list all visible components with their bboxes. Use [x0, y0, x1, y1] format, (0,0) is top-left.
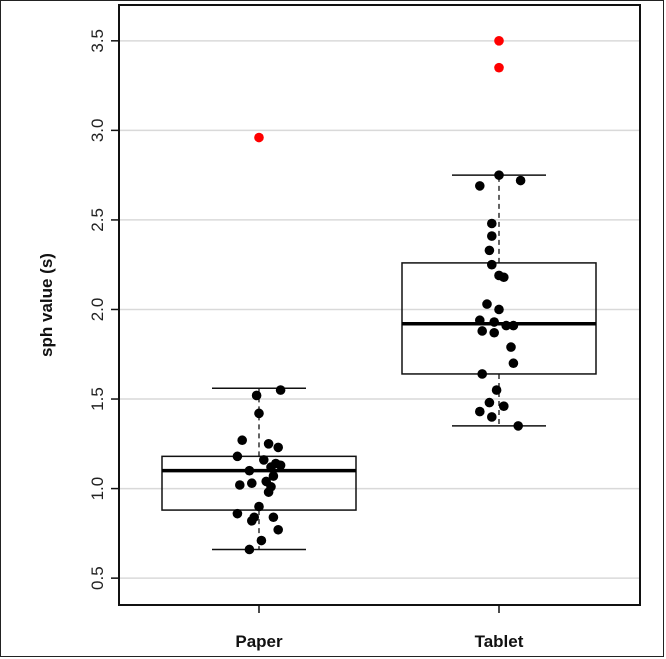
data-point [494, 170, 504, 180]
y-tick-label: 2.5 [88, 208, 107, 232]
data-point [268, 471, 279, 481]
data-point [477, 326, 488, 336]
outlier-point [494, 62, 504, 73]
data-point [235, 480, 245, 490]
data-point [251, 390, 262, 401]
data-point [515, 175, 526, 186]
data-point [244, 544, 255, 555]
box [401, 262, 597, 375]
data-point [494, 304, 504, 315]
gridlines [119, 40, 640, 579]
y-axis: 0.5 1.0 1.5 2.0 2.5 3.0 3.5 [88, 29, 119, 590]
x-axis: Paper Tablet [235, 605, 524, 651]
y-tick-label: 3.5 [88, 29, 107, 53]
x-tick-label: Paper [235, 632, 283, 651]
data-point [508, 320, 519, 331]
data-point [487, 259, 497, 270]
data-point [489, 317, 500, 327]
data-point [501, 320, 512, 331]
y-tick-label: 0.5 [88, 566, 107, 590]
data-point [475, 181, 485, 191]
data-point [506, 342, 516, 352]
y-tick-label: 1.5 [88, 387, 107, 411]
data-point [487, 218, 497, 229]
data-point [263, 487, 274, 497]
outlier-point [254, 132, 264, 143]
data-point [513, 421, 523, 431]
data-point [254, 501, 264, 512]
data-point [259, 455, 269, 465]
data-point [508, 358, 519, 369]
data-point [232, 508, 243, 519]
data-point [477, 369, 488, 379]
y-tick-label: 1.0 [88, 477, 107, 501]
data-point [475, 406, 485, 417]
data-point [475, 315, 485, 326]
data-point [491, 385, 502, 395]
data-point [247, 478, 257, 489]
y-tick-label: 2.0 [88, 298, 107, 322]
data-point [256, 535, 267, 546]
plot-area-border [118, 4, 641, 606]
data-point [273, 524, 284, 535]
y-tick-label: 3.0 [88, 119, 107, 143]
data-point [244, 465, 255, 476]
data-point [266, 462, 276, 472]
outlier-point [494, 36, 504, 46]
data-point [275, 385, 286, 395]
data-point [263, 439, 274, 449]
data-point [268, 512, 279, 523]
data-point [489, 327, 500, 338]
data-point [484, 397, 495, 408]
x-tick-label: Tablet [475, 632, 524, 651]
boxes [161, 174, 597, 551]
data-point [487, 412, 497, 422]
data-point [273, 442, 284, 453]
data-point [487, 231, 497, 241]
data-point [494, 270, 504, 281]
data-point [232, 451, 243, 462]
data-point [237, 435, 247, 446]
data-point [499, 401, 509, 411]
y-axis-title: sph value (s) [37, 253, 56, 357]
data-point [482, 299, 492, 309]
data-point [484, 245, 495, 256]
data-point [254, 408, 264, 419]
data-point [275, 460, 286, 471]
data-point [249, 512, 259, 523]
data-points [232, 36, 526, 555]
